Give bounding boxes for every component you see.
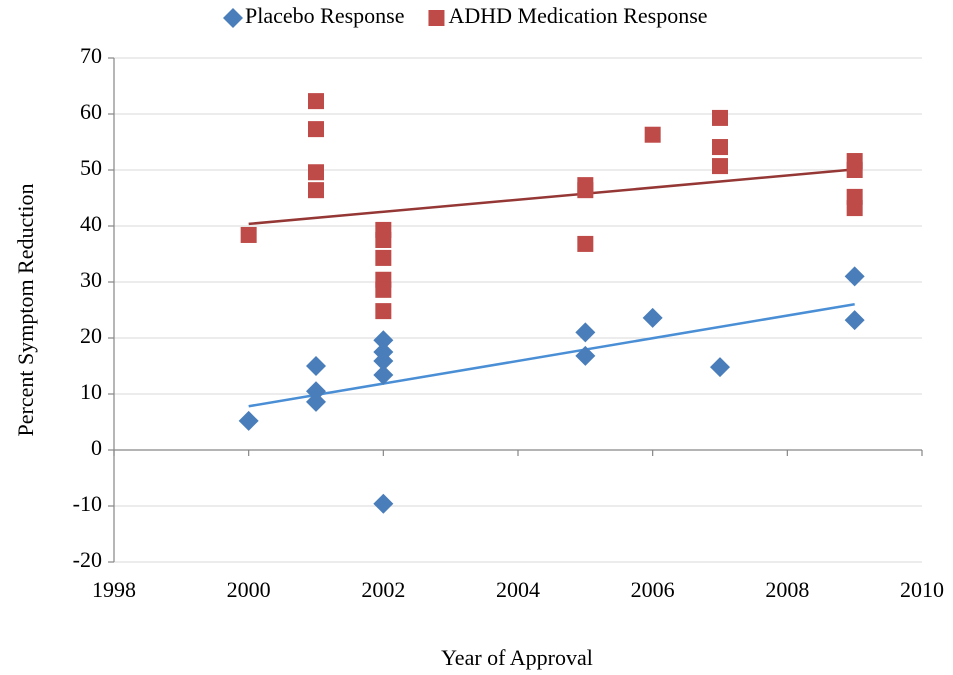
y-tick-label: 30 xyxy=(80,267,102,292)
square-marker xyxy=(712,158,728,175)
x-tick-label: 2008 xyxy=(765,577,809,602)
square-marker xyxy=(375,303,392,320)
diamond-marker xyxy=(306,381,326,402)
square-marker xyxy=(308,182,324,199)
diamond-marker xyxy=(575,345,596,366)
x-tick-label: 2006 xyxy=(631,577,675,602)
y-tick-label: 60 xyxy=(80,99,102,124)
y-tick-label: 20 xyxy=(80,323,102,348)
square-marker xyxy=(375,249,392,266)
diamond-marker xyxy=(373,493,394,514)
legend-label: ADHD Medication Response xyxy=(448,3,707,28)
square-marker xyxy=(240,226,257,243)
square-marker xyxy=(428,10,445,26)
diamond-marker xyxy=(306,356,326,376)
x-tick-label: 2010 xyxy=(900,577,944,602)
y-tick-label: -20 xyxy=(73,547,102,572)
diamond-marker xyxy=(373,330,394,351)
diamond-marker xyxy=(306,391,326,412)
square-marker xyxy=(846,200,863,217)
diamond-marker xyxy=(373,364,394,385)
x-tick-label: 2002 xyxy=(361,577,405,602)
trendline xyxy=(248,168,855,226)
y-tick-label: 10 xyxy=(80,379,102,404)
square-marker xyxy=(308,121,324,138)
legend: Placebo Response ADHD Medication Response xyxy=(223,3,708,28)
square-marker xyxy=(375,281,392,298)
y-tick-label: 70 xyxy=(80,43,102,68)
diamond-marker xyxy=(238,410,259,431)
diamond-marker xyxy=(642,307,663,328)
y-tick-label: -10 xyxy=(73,491,102,516)
square-marker xyxy=(308,164,324,181)
x-axis-label: Year of Approval xyxy=(441,645,593,670)
diamond-marker xyxy=(575,322,596,343)
square-marker xyxy=(712,109,728,126)
y-tick-label: 40 xyxy=(80,211,102,236)
square-marker xyxy=(375,232,392,248)
square-marker xyxy=(712,139,728,156)
x-tick-label: 1998 xyxy=(92,577,136,602)
square-marker xyxy=(644,126,661,143)
diamond-marker xyxy=(844,266,865,287)
square-marker xyxy=(577,182,594,199)
diamond-marker xyxy=(373,350,394,371)
diamond-marker xyxy=(223,8,243,28)
trendline xyxy=(248,302,855,408)
y-axis-label: Percent Symptom Reduction xyxy=(13,184,38,437)
diamond-marker xyxy=(844,310,865,331)
y-tick-label: 0 xyxy=(91,435,102,460)
x-tick-label: 2000 xyxy=(227,577,271,602)
diamond-marker xyxy=(710,357,730,378)
legend-label: Placebo Response xyxy=(245,3,404,28)
y-tick-label: 50 xyxy=(80,155,102,180)
square-marker xyxy=(846,162,863,178)
x-tick-label: 2004 xyxy=(496,577,540,602)
square-marker xyxy=(577,235,594,252)
square-marker xyxy=(308,93,324,110)
